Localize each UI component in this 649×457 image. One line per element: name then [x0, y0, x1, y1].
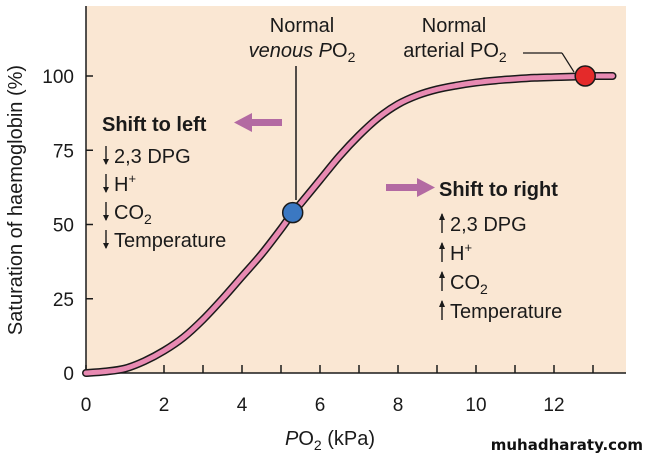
plot-background: [86, 6, 626, 373]
curve-line: [83, 73, 615, 376]
x-tick-label: 10: [465, 395, 486, 416]
y-tick-label: 100: [42, 67, 74, 88]
watermark: muhadharaty.com: [491, 436, 643, 454]
shift-right-item: CO2: [450, 272, 488, 297]
x-tick-label: 0: [81, 395, 92, 416]
y-axis-label: Saturation of haemoglobin (%): [5, 65, 27, 335]
shift-right-list: 2,3 DPG H+ CO2 Temperature: [439, 213, 562, 323]
venous-point: [281, 201, 304, 224]
x-tick-label: 2: [159, 395, 170, 416]
y-tick-label: 75: [53, 141, 74, 162]
curve-points: [281, 65, 596, 224]
shift-right-up-arrow-head: [439, 242, 445, 249]
shift-right-up-arrow-head: [439, 213, 445, 220]
shift-right-arrow: [386, 178, 435, 197]
shift-left-item: 2,3 DPG: [114, 146, 191, 168]
shift-left-item: CO2: [114, 202, 152, 227]
shift-left-arrow: [234, 113, 282, 132]
x-axis-ticks: 0 2 4 6 8 10 12: [81, 365, 594, 416]
x-axis-label: PO2 (kPa): [285, 428, 375, 453]
shift-left-item: Temperature: [114, 230, 226, 252]
venous-label-line2: venous PO2: [249, 40, 356, 65]
y-axis-ticks: 0 25 50 75 100: [42, 67, 93, 385]
shift-right-item: H+: [450, 240, 472, 265]
shift-left-list: 2,3 DPG H+ CO2 Temperature: [103, 146, 226, 252]
shift-left-title: Shift to left: [102, 114, 207, 136]
arterial-point: [574, 65, 596, 87]
shift-right-item: Temperature: [450, 301, 562, 323]
shift-left-item: H+: [114, 171, 136, 196]
x-tick-label: 6: [315, 395, 326, 416]
shift-left-down-arrow-head: [103, 159, 109, 165]
arterial-label-line2: arterial PO2: [403, 40, 507, 65]
shift-left-down-arrow-head: [103, 215, 109, 221]
arterial-label-line1: Normal: [422, 15, 486, 37]
y-tick-label: 25: [53, 290, 74, 311]
venous-label-line1: Normal: [270, 15, 334, 37]
x-tick-label: 8: [393, 395, 404, 416]
shift-right-up-arrow-head: [439, 271, 445, 278]
y-tick-label: 50: [53, 216, 74, 237]
x-tick-label: 4: [237, 395, 248, 416]
shift-right-title: Shift to right: [439, 179, 558, 201]
shift-left-down-arrow-head: [103, 243, 109, 249]
y-tick-label: 0: [63, 364, 74, 385]
shift-right-up-arrow-head: [439, 300, 445, 307]
shift-left-down-arrow-head: [103, 187, 109, 193]
x-tick-label: 12: [543, 395, 564, 416]
arterial-leader-line-2: [561, 52, 575, 73]
shift-right-item: 2,3 DPG: [450, 214, 527, 236]
dissociation-curve: [82, 71, 617, 377]
